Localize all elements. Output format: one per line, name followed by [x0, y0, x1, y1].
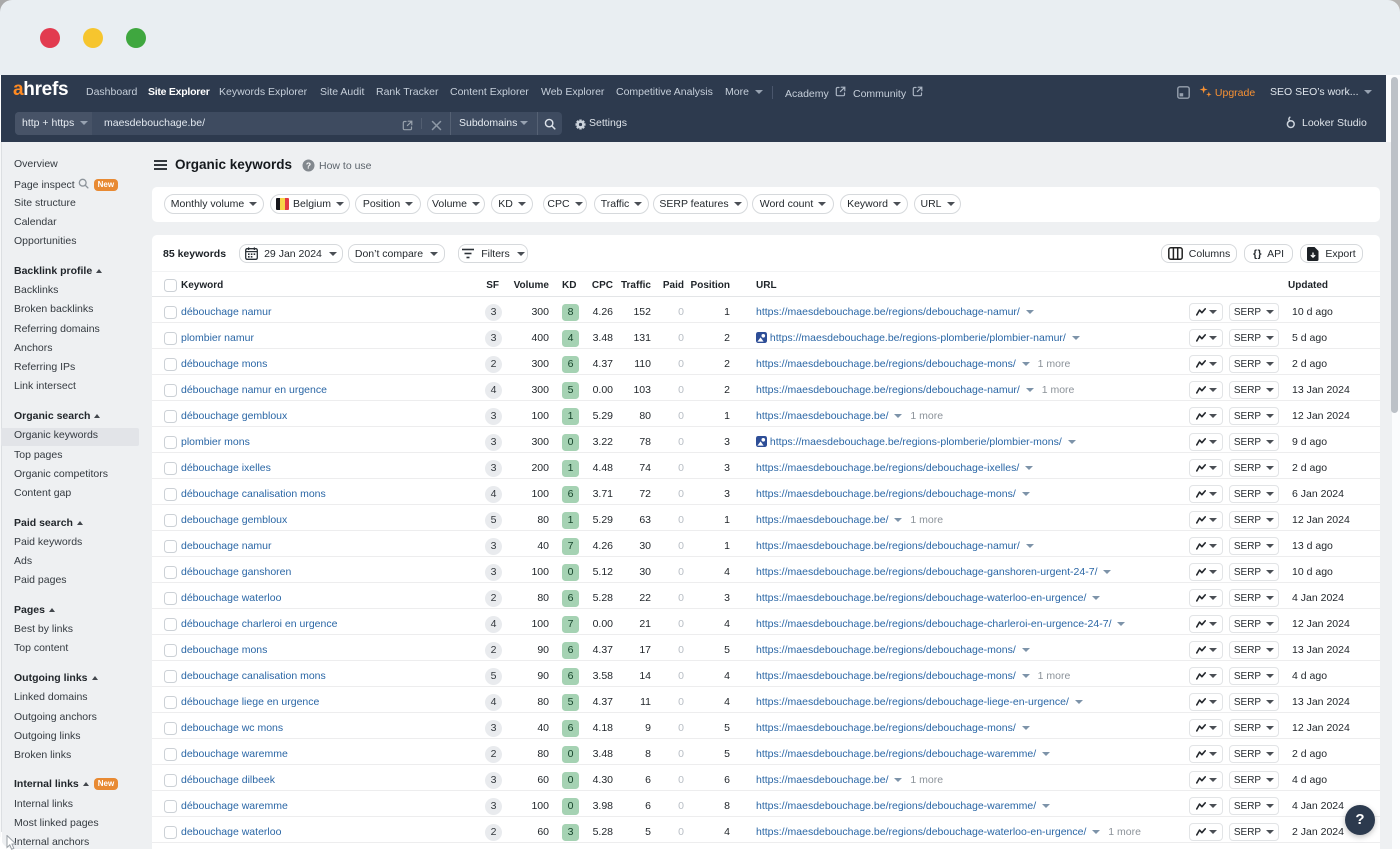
svg-text:?: ?: [306, 160, 311, 170]
